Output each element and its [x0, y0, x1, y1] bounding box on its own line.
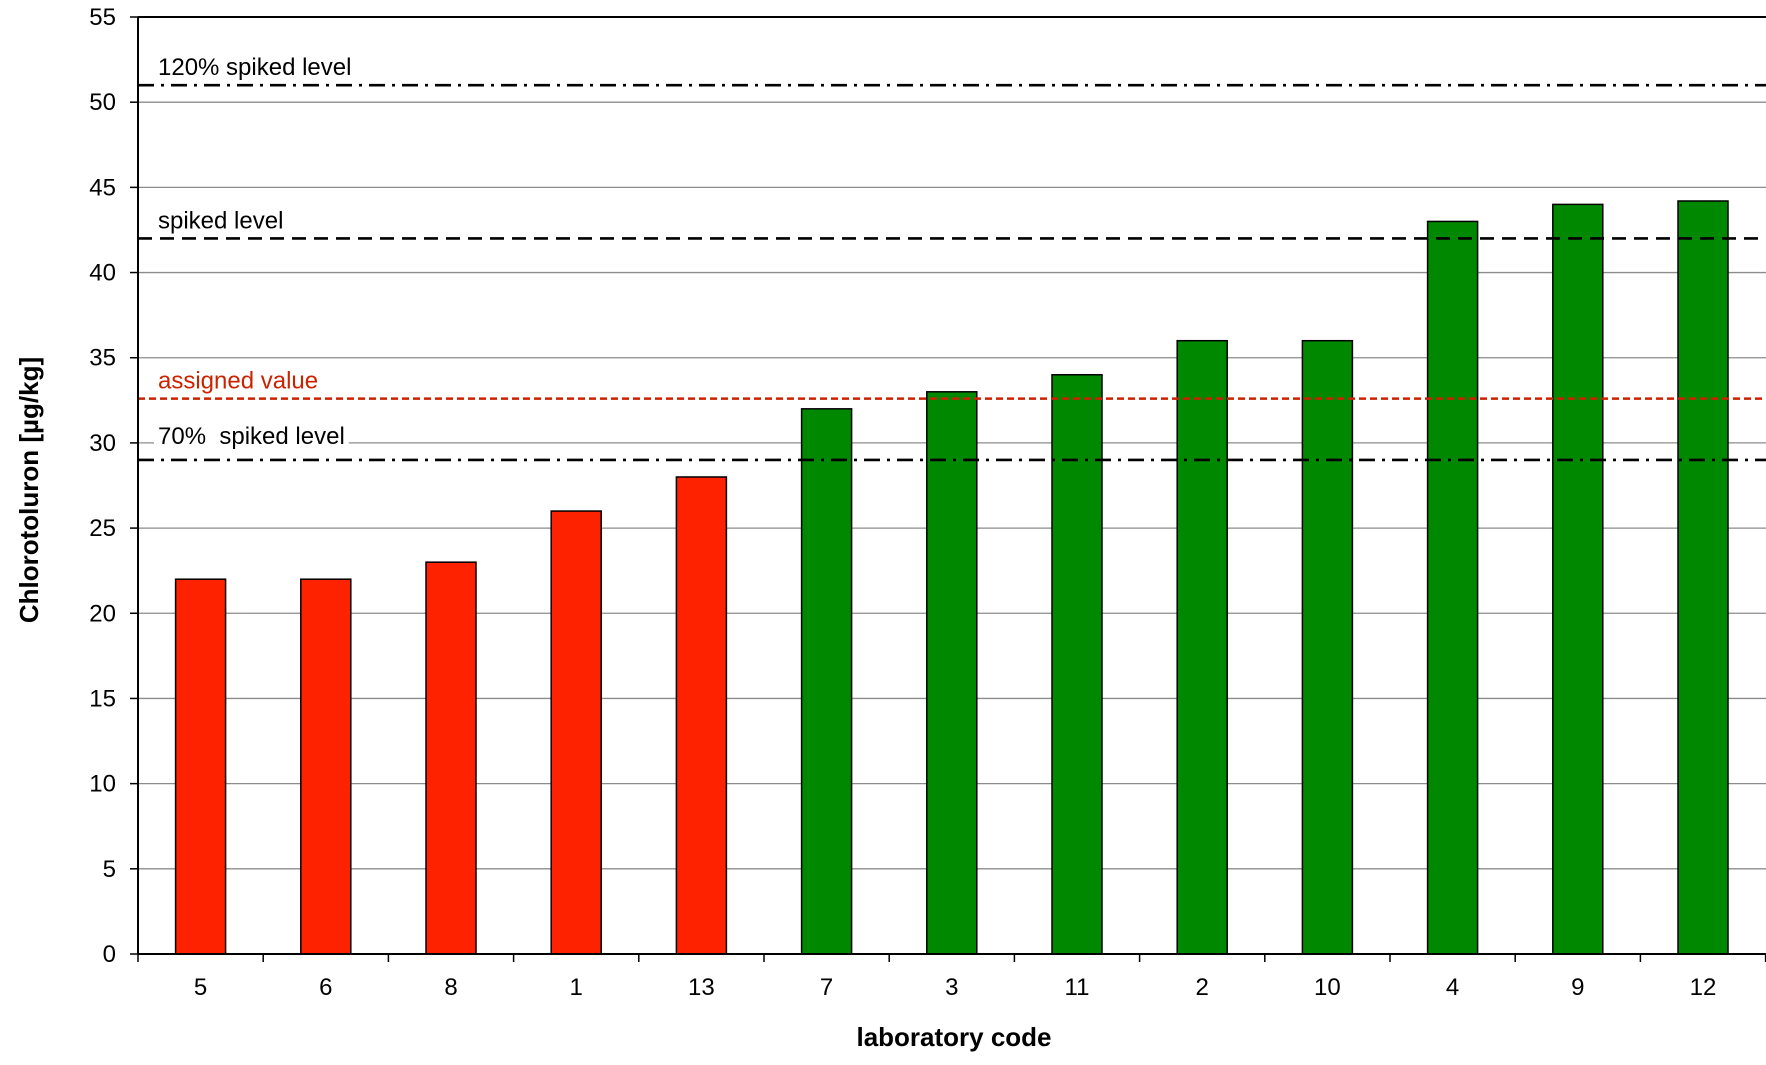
x-axis-label: laboratory code [856, 1022, 1051, 1052]
reference-line-label: 120% spiked level [158, 54, 351, 81]
x-tick-label: 6 [319, 974, 332, 1001]
y-tick-label: 20 [89, 600, 116, 627]
bar [1552, 203, 1604, 955]
bar [675, 476, 728, 955]
reference-label-bg [154, 421, 349, 450]
bar [1426, 220, 1479, 955]
x-tick-label: 11 [1065, 974, 1090, 1001]
x-tick-label: 13 [688, 974, 715, 1001]
x-tick-label: 9 [1571, 974, 1584, 1001]
y-tick-label: 30 [89, 430, 116, 457]
y-tick-label: 5 [103, 856, 116, 883]
y-tick-label: 50 [89, 89, 116, 116]
bar [425, 561, 477, 955]
x-tick-label: 10 [1314, 974, 1341, 1001]
reference-line-label: 70% spiked level [158, 423, 345, 450]
bar [300, 578, 352, 955]
y-tick-label: 55 [89, 4, 116, 31]
axes [130, 16, 1766, 962]
y-tick-label: 25 [89, 515, 116, 542]
bars [174, 200, 1729, 955]
x-tick-label: 2 [1196, 974, 1209, 1001]
x-tick-label: 5 [194, 974, 207, 1001]
bar [1176, 339, 1228, 955]
reference-label-bg [154, 366, 323, 395]
y-tick-label: 45 [89, 174, 116, 201]
reference-lines: 120% spiked level spiked level assigned va… [138, 53, 1766, 462]
y-tick-label: 15 [89, 685, 116, 712]
reference-label-bg [154, 53, 356, 82]
y-axis-label: Chlorotoluron [µg/kg] [14, 357, 44, 623]
y-tick-label: 10 [89, 771, 116, 798]
y-tick-label: 35 [89, 345, 116, 372]
y-tick-label: 0 [103, 941, 116, 968]
bar [1051, 374, 1103, 955]
x-tick-label: 4 [1446, 974, 1459, 1001]
bar [1677, 200, 1729, 955]
bar [550, 510, 602, 955]
reference-label-bg [154, 206, 288, 235]
bar [926, 391, 978, 955]
bar [174, 578, 227, 955]
bar [1301, 339, 1354, 955]
reference-line-label: assigned value [158, 368, 318, 395]
y-tick-label: 40 [89, 260, 116, 287]
x-tick-label: 7 [820, 974, 833, 1001]
x-tick-label: 3 [945, 974, 958, 1001]
x-tick-label: 1 [570, 974, 583, 1001]
x-tick-label: 12 [1690, 974, 1717, 1001]
reference-line-label: spiked level [158, 207, 283, 234]
bar [800, 408, 853, 955]
x-tick-label: 8 [444, 974, 457, 1001]
